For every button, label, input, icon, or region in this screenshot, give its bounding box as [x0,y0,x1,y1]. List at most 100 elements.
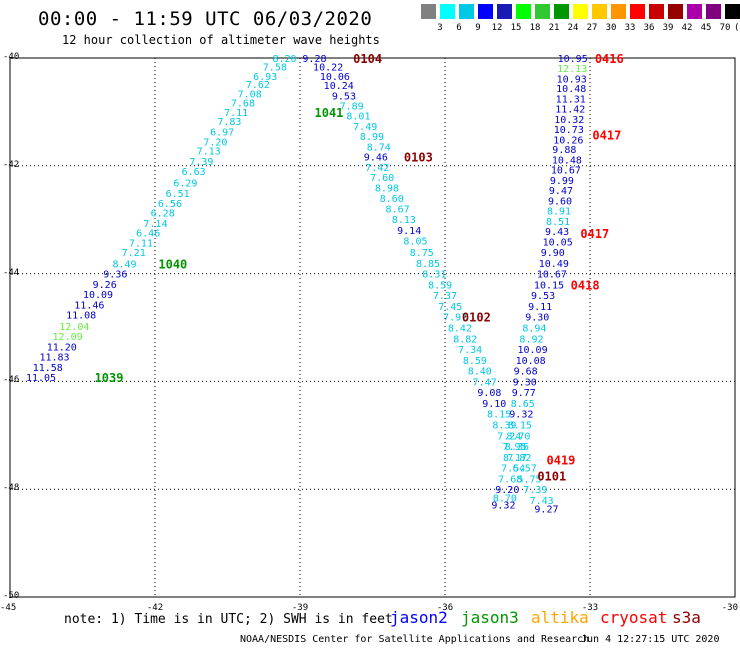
wave-height-value: 8.70 [506,431,530,442]
wave-height-value: 7.62 [246,80,270,91]
pass-time-label: 0103 [404,151,433,165]
wave-height-value: 9.10 [482,399,506,410]
scale-label: 27 [586,23,598,33]
wave-height-value: 7.08 [238,90,262,101]
wave-height-value: 8.01 [346,112,370,123]
lat-tick-label: -40 [3,52,20,62]
wave-height-value: 10.09 [83,290,113,301]
wave-height-value: 10.22 [313,63,343,74]
wave-height-value: 7.21 [122,248,146,259]
wave-height-value: 8.60 [380,194,404,205]
page-title: 00:00 - 11:59 UTC 06/03/2020 [38,8,373,30]
wave-height-value: 6.57 [513,464,537,475]
wave-height-value: 7.83 [217,117,241,128]
wave-height-value: 6.28 [151,209,175,220]
wave-height-value: 8.20 [272,54,296,65]
scale-label: 12 [491,23,503,33]
wave-height-value: 7.54 [501,464,525,475]
wave-height-value: 10.24 [324,81,354,92]
wave-height-value: 9.88 [552,145,576,156]
wave-height-value: 8.70 [493,493,517,504]
wave-height-value: 9.14 [397,226,421,237]
wave-height-value: 6.56 [158,199,182,210]
wave-height-value: 6.97 [210,127,234,138]
scale-label: 3 [437,23,443,33]
wave-height-value: 10.48 [552,155,582,166]
lat-tick-label: -50 [3,591,20,601]
pass-time-label: 0104 [353,52,382,66]
wave-height-value: 8.67 [386,204,410,215]
lat-tick-label: -48 [3,483,20,494]
scale-label: (ft) [734,23,740,33]
wave-height-value: 9.11 [528,302,552,313]
wave-height-value: 9.20 [495,485,519,496]
wave-height-value: 9.27 [534,505,558,516]
wave-height-value: 10.15 [534,280,564,291]
wave-height-value: 9.08 [477,388,501,399]
wave-height-value: 10.05 [543,237,573,248]
scale-label: 24 [567,23,579,33]
legend-altika: altika [531,608,589,627]
wave-height-value: 8.05 [403,237,427,248]
lat-tick-label: -44 [3,267,20,278]
wave-height-value: 8.74 [367,142,391,153]
legend-jason3: jason3 [461,608,519,627]
wave-height-value: 7.13 [197,147,221,158]
wave-height-value: 10.93 [557,74,587,85]
wave-height-value: 10.06 [320,72,350,83]
wave-height-value: 10.67 [551,166,581,177]
wave-height-value: 8.51 [546,217,570,228]
wave-height-value: 7.95 [503,442,527,453]
wave-height-value: 8.91 [547,207,571,218]
wave-height-value: 8.59 [428,280,452,291]
scale-label: 36 [643,23,655,33]
wave-height-value: 8.82 [453,334,477,345]
pass-time-label: 0417 [580,227,609,241]
pass-time-label: 0417 [592,129,621,143]
wave-height-value: 9.32 [491,500,515,511]
wave-height-value: 7.34 [458,345,482,356]
wave-height-value: 8.15 [487,410,511,421]
wave-height-value: 11.46 [74,300,104,311]
lat-tick-label: -42 [3,159,20,170]
pass-time-label: 1040 [158,257,187,271]
wave-height-value: 8.59 [463,356,487,367]
scale-swatch [421,4,436,19]
wave-height-value: 11.42 [555,105,585,116]
wave-height-value: 8.36 [505,442,529,453]
scale-swatch [668,4,683,19]
scale-label: 21 [548,23,560,33]
wave-height-value: 10.95 [558,54,588,65]
wave-height-value: 12.04 [59,322,89,333]
wave-height-value: 9.99 [550,176,574,187]
scale-swatch [592,4,607,19]
scale-swatch [573,4,588,19]
scale-label: 33 [624,23,636,33]
wave-height-value: 11.08 [66,311,96,322]
lon-tick-label: -33 [581,603,599,613]
wave-height-value: 9.32 [509,410,533,421]
pass-time-label: 0418 [571,278,600,292]
legend-s3a: s3a [672,608,701,627]
lon-tick-label: -45 [0,603,17,613]
pass-time-label: 0416 [595,52,624,66]
scale-label: 18 [529,23,541,33]
scale-swatch [459,4,474,19]
pass-time-label: 0101 [537,470,566,484]
wave-height-value: 11.58 [33,363,63,374]
scale-label: 9 [475,23,481,33]
wave-height-value: 10.32 [554,115,584,126]
wave-height-value: 10.67 [537,270,567,281]
wave-height-value: 10.73 [554,125,584,136]
scale-label: 30 [605,23,617,33]
wave-height-value: 7.58 [263,63,287,74]
wave-height-value: 7.39 [523,485,547,496]
pass-time-label: 0102 [462,311,491,325]
wave-height-value: 11.05 [26,373,56,384]
wave-height-value: 12.13 [557,64,587,75]
wave-height-value: 8.75 [410,248,434,259]
wave-height-value: 7.89 [340,101,364,112]
timestamp: Jun 4 12:27:15 UTC 2020 [581,634,720,645]
wave-height-value: 8.42 [448,324,472,335]
